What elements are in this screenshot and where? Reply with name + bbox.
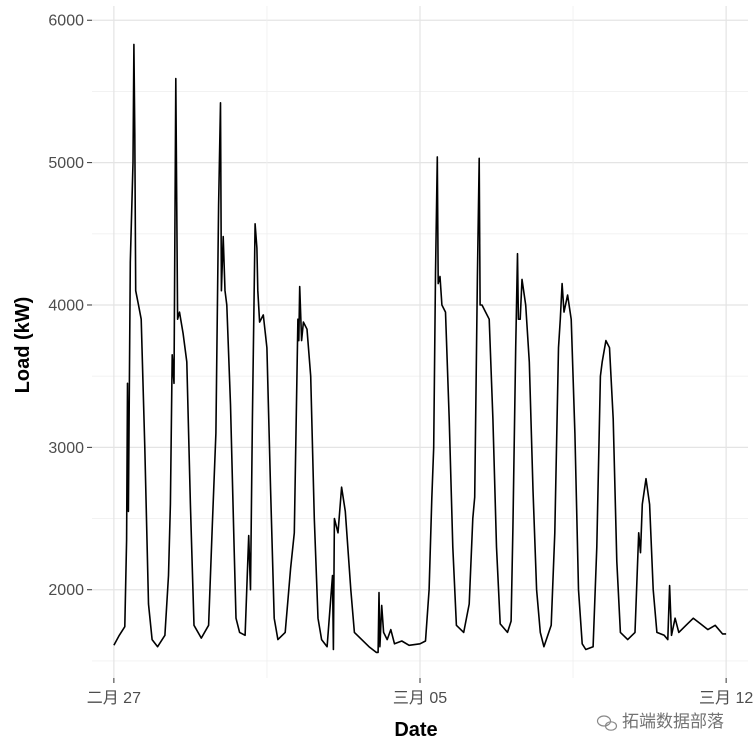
y-axis: 2000 3000 4000 5000 6000	[48, 13, 92, 599]
x-axis-title: Date	[394, 719, 437, 741]
y-tick-label: 6000	[48, 13, 84, 30]
watermark-text: 拓端数据部落	[622, 712, 724, 731]
data-layer	[113, 43, 727, 654]
x-tick-label: 三月 12	[699, 690, 753, 707]
x-axis: 二月 27 三月 05 三月 12	[87, 678, 753, 707]
y-tick-label: 5000	[48, 155, 84, 172]
series-line	[113, 43, 727, 654]
y-tick-label: 4000	[48, 297, 84, 314]
y-axis-title: Load (kW)	[12, 297, 34, 394]
wechat-icon	[596, 715, 618, 731]
y-tick-label: 2000	[48, 582, 84, 599]
grid	[92, 6, 748, 678]
x-tick-label: 二月 27	[87, 690, 141, 707]
y-tick-label: 3000	[48, 440, 84, 457]
x-tick-label: 三月 05	[393, 690, 447, 707]
watermark: 拓端数据部落	[596, 712, 724, 731]
